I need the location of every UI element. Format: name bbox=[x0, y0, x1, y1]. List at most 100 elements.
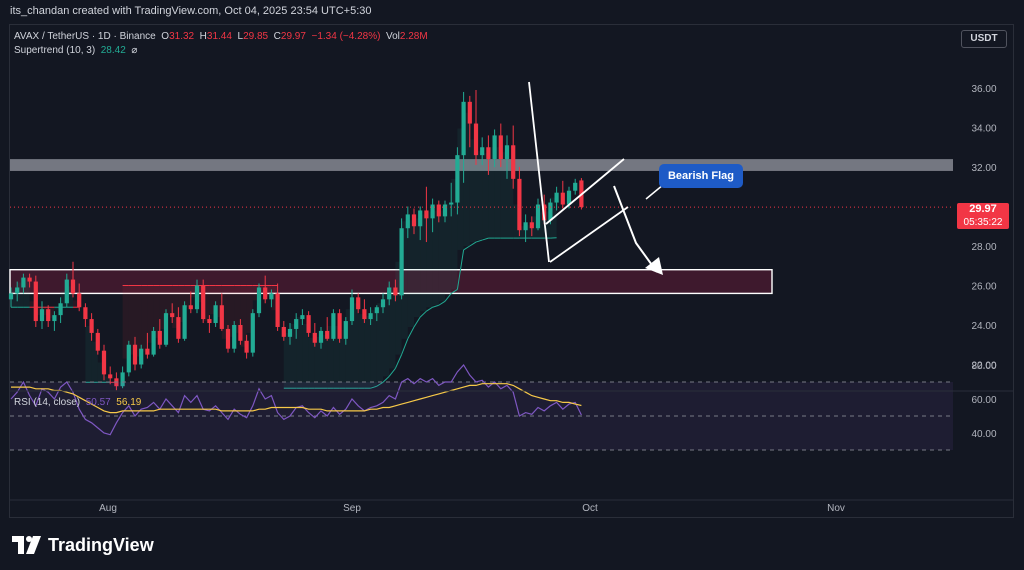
supertrend-fill bbox=[215, 285, 222, 318]
candle-body bbox=[399, 228, 404, 296]
supertrend-fill bbox=[463, 112, 470, 246]
supertrend-fill bbox=[60, 291, 67, 308]
supertrend-segment bbox=[394, 354, 403, 369]
supertrend-segment bbox=[444, 293, 452, 302]
price-tick-label: 36.00 bbox=[971, 84, 996, 95]
candle-body bbox=[418, 210, 423, 227]
candle-body bbox=[256, 287, 262, 314]
candle-body bbox=[27, 277, 32, 282]
supertrend-fill bbox=[482, 153, 489, 239]
candle-body bbox=[362, 309, 367, 320]
symbol-title: AVAX / TetherUS · 1D · Binance bbox=[14, 31, 156, 42]
supertrend-segment bbox=[469, 241, 477, 247]
flag-lower-line bbox=[549, 206, 629, 263]
candle-body bbox=[473, 123, 479, 156]
candle-body bbox=[449, 202, 454, 205]
rsi-legend[interactable]: RSI (14, close) 50.57 56.19 bbox=[14, 397, 141, 408]
supertrend-fill bbox=[314, 336, 321, 389]
candle-body bbox=[275, 293, 280, 327]
supertrend-label: Supertrend (10, 3) bbox=[14, 45, 96, 56]
supertrend-fill bbox=[85, 325, 92, 383]
supertrend-fill bbox=[228, 285, 235, 337]
supertrend-fill bbox=[252, 285, 259, 301]
candle-body bbox=[95, 332, 100, 351]
supertrend-fill bbox=[54, 307, 61, 310]
candle-body bbox=[294, 319, 299, 329]
supertrend-fill bbox=[122, 285, 129, 359]
candle-body bbox=[411, 214, 417, 227]
bar-countdown: 05:35:22 bbox=[963, 217, 1003, 228]
supertrend-fill bbox=[91, 341, 98, 383]
open-value: 31.32 bbox=[169, 31, 195, 42]
candle-body bbox=[188, 305, 193, 310]
candle-body bbox=[108, 374, 113, 379]
close-label: C bbox=[273, 31, 281, 42]
supertrend-fill bbox=[519, 226, 526, 239]
candle-body bbox=[387, 287, 392, 300]
candle-body bbox=[219, 305, 224, 329]
candle-body bbox=[238, 325, 243, 341]
supertrend-segment bbox=[401, 338, 409, 355]
supertrend-segment bbox=[376, 381, 384, 387]
supertrend-segment bbox=[388, 368, 396, 377]
supertrend-fill bbox=[445, 203, 452, 294]
flagpole-line bbox=[528, 81, 550, 263]
candle-body bbox=[101, 350, 107, 375]
candle-body bbox=[560, 192, 565, 205]
supertrend-fill bbox=[494, 147, 501, 239]
candle-body bbox=[64, 279, 69, 304]
candle-body bbox=[442, 204, 448, 217]
rsi-value: 50.57 bbox=[85, 397, 111, 408]
candle-body bbox=[33, 281, 38, 322]
supertrend-fill bbox=[358, 314, 365, 389]
tradingview-brand: TradingView bbox=[12, 533, 154, 557]
candle-body bbox=[21, 277, 26, 288]
supertrend-fill bbox=[17, 282, 24, 308]
time-tick-label: Oct bbox=[582, 503, 598, 514]
supertrend-fill bbox=[333, 325, 340, 389]
supertrend-fill bbox=[166, 285, 173, 316]
supertrend-fill bbox=[525, 225, 532, 239]
supertrend-segment bbox=[370, 385, 377, 389]
supertrend-fill bbox=[364, 316, 371, 389]
attribution-text: its_chandan created with TradingView.com… bbox=[10, 5, 372, 17]
supertrend-segment bbox=[426, 306, 433, 312]
supertrend-fill bbox=[500, 152, 507, 239]
supertrend-fill bbox=[407, 220, 414, 327]
supertrend-segment bbox=[407, 326, 415, 340]
supertrend-segment bbox=[475, 239, 483, 243]
time-tick-label: Nov bbox=[827, 503, 845, 514]
supertrend-segment bbox=[456, 249, 465, 290]
candle-body bbox=[455, 155, 460, 203]
supertrend-fill bbox=[197, 285, 204, 303]
price-tick-label: 32.00 bbox=[971, 163, 996, 174]
candle-body bbox=[207, 319, 212, 324]
supertrend-fill bbox=[190, 285, 197, 298]
rsi-layer bbox=[10, 364, 953, 451]
candle-body bbox=[467, 101, 472, 124]
candle-body bbox=[523, 222, 528, 231]
currency-button[interactable]: USDT bbox=[961, 30, 1007, 48]
candle-body bbox=[201, 285, 206, 320]
supertrend-fill bbox=[389, 291, 396, 369]
candle-body bbox=[480, 147, 485, 156]
supertrend-fill bbox=[42, 307, 49, 316]
supertrend-fill bbox=[11, 290, 18, 308]
supertrend-segment bbox=[463, 245, 471, 251]
supertrend-fill bbox=[457, 128, 464, 250]
candle-body bbox=[250, 313, 255, 353]
candle-body bbox=[15, 287, 20, 294]
supertrend-fill bbox=[476, 151, 483, 241]
candle-body bbox=[46, 309, 51, 322]
rsi-tick-label: 80.00 bbox=[971, 361, 996, 372]
supertrend-fill bbox=[432, 210, 439, 306]
candle-body bbox=[89, 319, 94, 333]
supertrend-legend[interactable]: Supertrend (10, 3) 28.42 ⌀ bbox=[14, 45, 137, 56]
supertrend-fill bbox=[345, 309, 352, 389]
supertrend-fill bbox=[104, 376, 111, 383]
bearish-flag-callout[interactable]: Bearish Flag bbox=[659, 164, 743, 188]
price-tick-label: 24.00 bbox=[971, 321, 996, 332]
supertrend-fill bbox=[271, 285, 278, 311]
high-label: H bbox=[199, 31, 207, 42]
